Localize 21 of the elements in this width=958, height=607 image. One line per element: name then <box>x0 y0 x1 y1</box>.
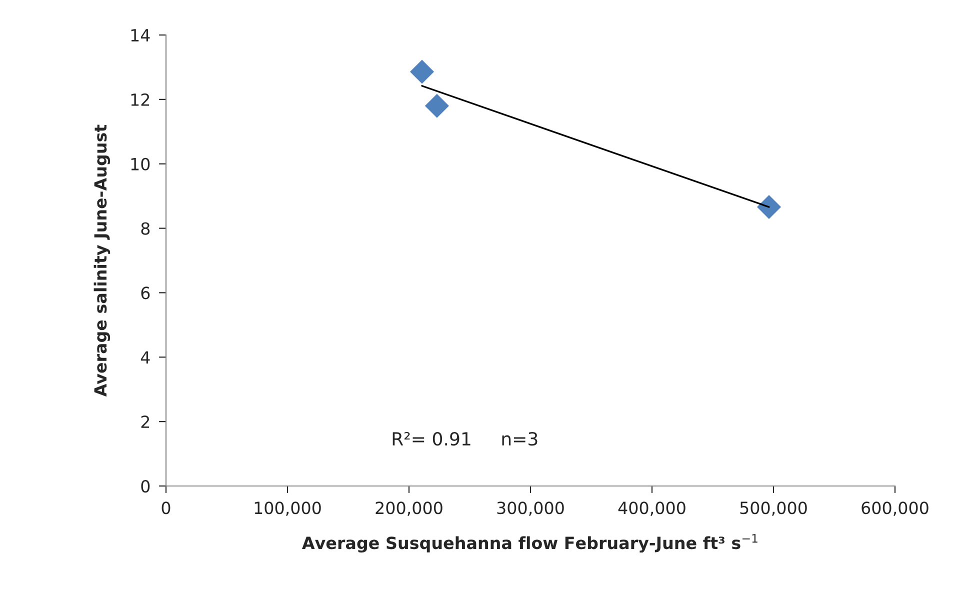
point <box>410 60 434 84</box>
y-tick-label: 8 <box>141 222 150 235</box>
x-tick-label: 300,000 <box>497 502 564 516</box>
y-axis-title: Average salinity June-August <box>94 124 110 397</box>
x-tick-label: 0 <box>162 502 170 514</box>
x-tick-label: 500,000 <box>740 502 807 516</box>
y-tick-label: 6 <box>141 286 150 300</box>
point <box>424 94 449 118</box>
y-tick-label: 12 <box>131 93 150 106</box>
x-axis-title: Average Susquehanna flow February-June ft³ s$^{−1}$ <box>302 534 758 553</box>
y-tick-label: 10 <box>131 158 150 170</box>
x-tick-label: 600,000 <box>862 502 928 516</box>
y-tick-label: 2 <box>141 416 150 428</box>
annotation: R²= 0.91 n=3 <box>392 432 538 446</box>
point <box>756 194 782 220</box>
x-tick-label: 200,000 <box>376 502 442 516</box>
y-tick-label: 14 <box>131 29 150 42</box>
x-tick-label: 400,000 <box>618 502 686 516</box>
y-tick-label: 0 <box>141 480 150 493</box>
x-tick-label: 100,000 <box>254 502 321 516</box>
y-tick-label: 4 <box>140 351 150 364</box>
